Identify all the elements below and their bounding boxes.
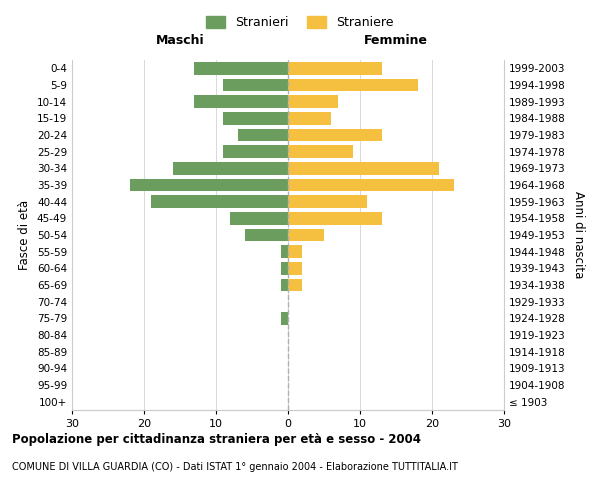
Bar (288, 112, 331, 124)
Bar (288, 212, 382, 224)
Legend: Stranieri, Straniere: Stranieri, Straniere (202, 11, 398, 34)
Bar (223, 146, 288, 158)
Bar (194, 96, 288, 108)
Bar (223, 79, 288, 92)
Bar (281, 246, 288, 258)
Bar (173, 162, 288, 174)
Bar (288, 96, 338, 108)
Text: Maschi: Maschi (155, 34, 205, 46)
Bar (288, 229, 324, 241)
Bar (288, 179, 454, 192)
Bar (288, 279, 302, 291)
Bar (281, 279, 288, 291)
Bar (288, 62, 382, 74)
Bar (223, 112, 288, 124)
Bar (288, 196, 367, 208)
Text: COMUNE DI VILLA GUARDIA (CO) - Dati ISTAT 1° gennaio 2004 - Elaborazione TUTTITA: COMUNE DI VILLA GUARDIA (CO) - Dati ISTA… (12, 462, 458, 472)
Bar (281, 262, 288, 274)
Text: Femmine: Femmine (364, 34, 428, 46)
Bar (288, 262, 302, 274)
Bar (288, 162, 439, 174)
Bar (288, 79, 418, 92)
Text: Popolazione per cittadinanza straniera per età e sesso - 2004: Popolazione per cittadinanza straniera p… (12, 432, 421, 446)
Bar (245, 229, 288, 241)
Bar (230, 212, 288, 224)
Bar (288, 246, 302, 258)
Bar (281, 312, 288, 324)
Bar (151, 196, 288, 208)
Y-axis label: Anni di nascita: Anni di nascita (572, 192, 585, 278)
Bar (130, 179, 288, 192)
Y-axis label: Fasce di età: Fasce di età (19, 200, 31, 270)
Bar (288, 146, 353, 158)
Bar (194, 62, 288, 74)
Bar (288, 129, 382, 141)
Bar (238, 129, 288, 141)
